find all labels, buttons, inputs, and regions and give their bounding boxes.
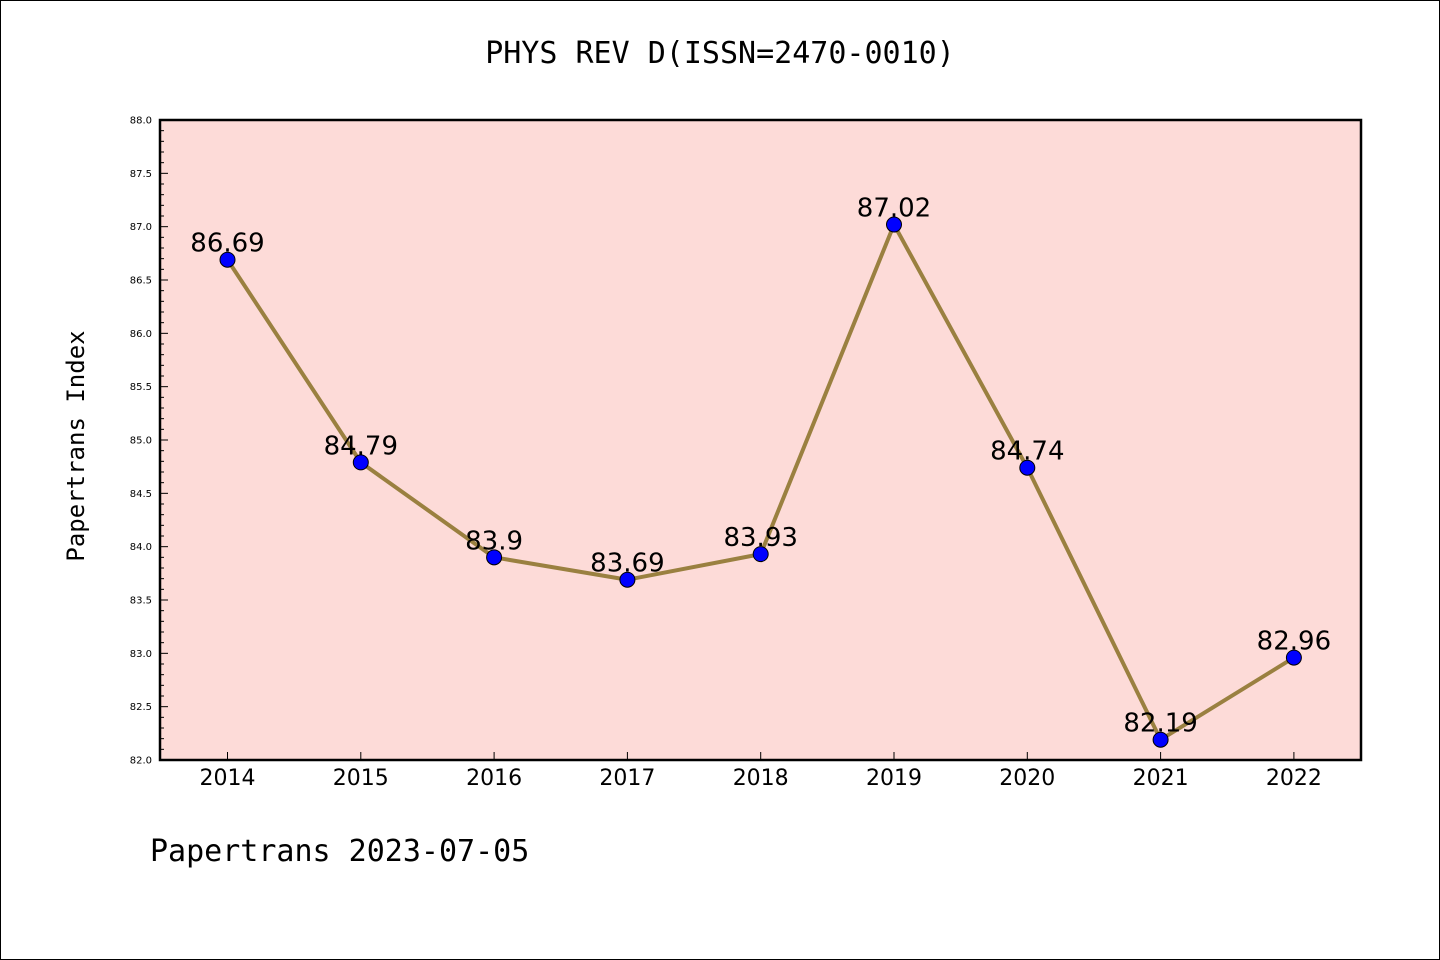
- x-tick-label: 2014: [200, 766, 256, 791]
- x-tick-label: 2020: [999, 766, 1055, 791]
- y-tick-label: 85.0: [130, 436, 152, 447]
- data-point: [1019, 459, 1036, 476]
- y-tick-label: 88.0: [130, 116, 152, 127]
- y-tick-label: 86.5: [130, 276, 152, 287]
- data-label: 83.9: [465, 526, 523, 556]
- x-tick-label: 2015: [333, 766, 389, 791]
- x-tick-label: 2017: [599, 766, 655, 791]
- data-label: 82.19: [1123, 709, 1197, 739]
- x-tick-label: 2016: [466, 766, 522, 791]
- x-tick-label: 2021: [1133, 766, 1189, 791]
- data-label: 86.69: [190, 229, 264, 259]
- data-label: 84.79: [324, 431, 398, 461]
- data-point: [1285, 649, 1302, 666]
- data-label: 83.69: [590, 549, 664, 579]
- x-tick-label: 2019: [866, 766, 922, 791]
- y-tick-label: 87.0: [130, 222, 152, 233]
- y-tick-label: 83.5: [130, 596, 152, 607]
- data-label: 82.96: [1257, 627, 1331, 657]
- data-point: [619, 571, 636, 588]
- y-tick-label: 83.0: [130, 649, 152, 660]
- data-markers: [219, 216, 1302, 748]
- y-tick-label: 82.0: [130, 756, 152, 767]
- plot-area: [160, 120, 1361, 760]
- data-point: [486, 549, 503, 566]
- data-point: [886, 216, 902, 233]
- plot-border: [158, 118, 1363, 762]
- footer-caption: Papertrans 2023-07-05: [150, 834, 530, 869]
- y-tick-label: 82.5: [130, 702, 152, 713]
- x-axis-ticks: 2014 2015 2016 2017 2018 2019 2020 2021 2022: [200, 752, 1322, 791]
- y-tick-label: 87.5: [130, 169, 152, 180]
- y-tick-label: 86.0: [130, 329, 152, 340]
- chart-title: PHYS REV D(ISSN=2470-0010): [485, 36, 955, 71]
- x-tick-label: 2018: [733, 766, 789, 791]
- data-label: 83.93: [723, 523, 797, 553]
- data-point: [752, 546, 769, 563]
- data-labels: 86.69 84.79 83.9 83.69 83.93 87.02 84.74 82.19 8…: [190, 194, 1331, 739]
- y-tick-label: 85.5: [130, 382, 152, 393]
- x-tick-label: 2022: [1266, 766, 1322, 791]
- y-tick-label: 84.0: [130, 542, 152, 553]
- data-label: 87.02: [857, 194, 931, 224]
- y-axis-ticks: 82.0 82.5 83.0 83.5 84.0 84.5 85.0 85.5 86.0 86.5…: [130, 116, 168, 767]
- data-point: [352, 454, 369, 471]
- y-tick-label: 84.5: [130, 489, 152, 500]
- data-point: [1152, 731, 1169, 748]
- data-point: [219, 251, 236, 268]
- data-label: 84.74: [990, 437, 1064, 467]
